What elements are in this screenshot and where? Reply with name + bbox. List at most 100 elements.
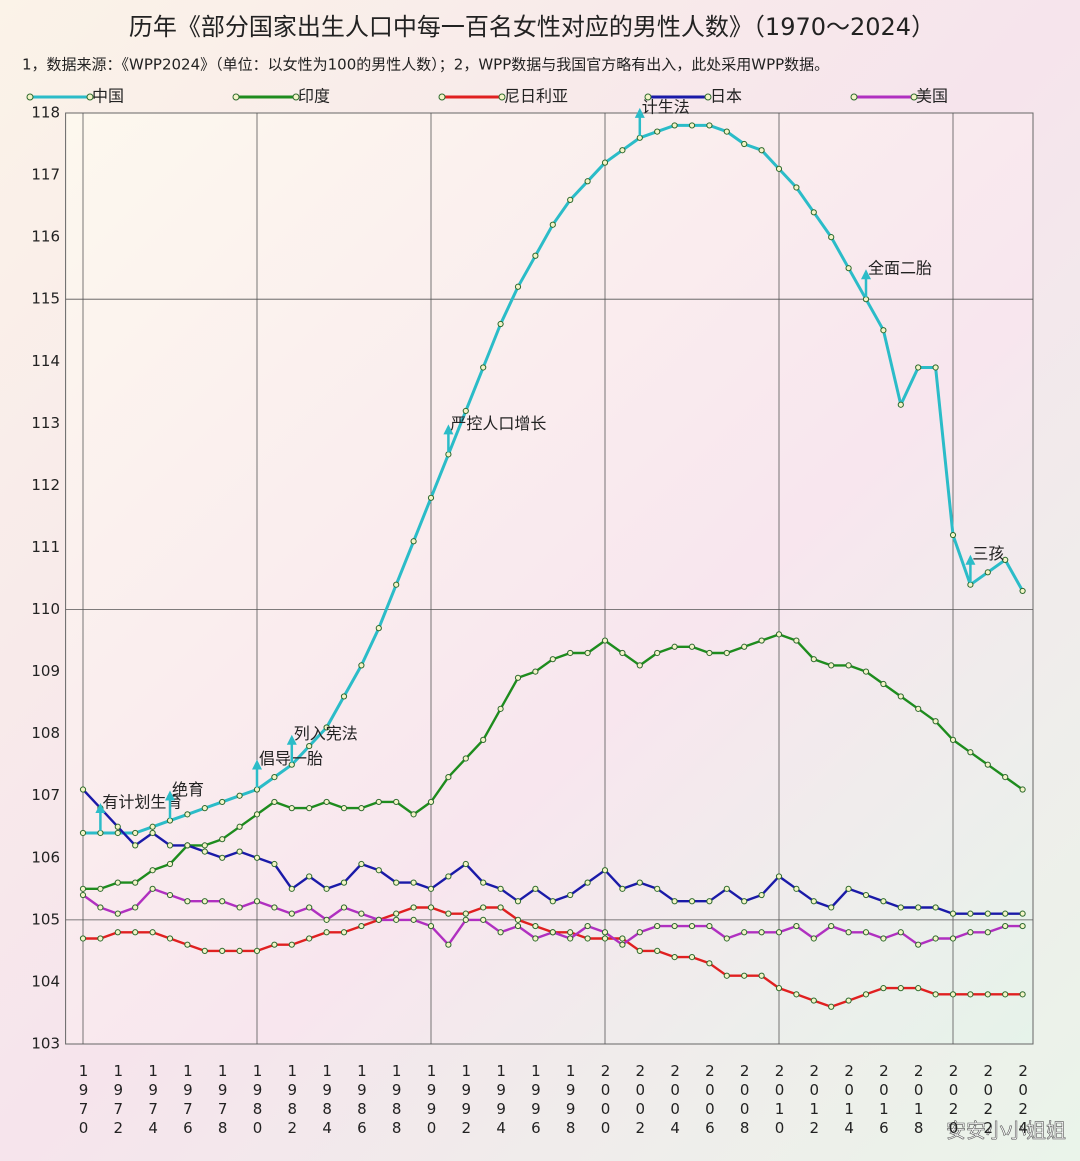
point (201, 947, 208, 955)
annotation-arrowhead (95, 802, 106, 813)
y-tick-label: 108 (31, 724, 60, 742)
point (514, 674, 522, 681)
point (793, 637, 800, 644)
point (636, 947, 643, 955)
point (340, 693, 348, 700)
point (306, 935, 313, 942)
x-tick-label: 1970 (75, 1062, 93, 1138)
x-tick-label: 1992 (457, 1062, 475, 1138)
point (149, 929, 156, 936)
point (358, 860, 365, 868)
point (201, 805, 208, 812)
point (427, 798, 435, 806)
y-tick-label: 110 (31, 600, 60, 618)
point (845, 662, 852, 669)
point (723, 128, 730, 135)
point (410, 879, 417, 886)
point (671, 898, 678, 905)
point (410, 904, 417, 911)
point (79, 829, 87, 837)
point (184, 898, 191, 905)
point (549, 898, 556, 905)
point (497, 904, 504, 911)
point (967, 929, 974, 936)
point (253, 854, 261, 861)
annotation-arrowhead (634, 107, 645, 118)
point (584, 649, 591, 657)
point (741, 140, 748, 148)
annotation: 严控人口增长 (450, 414, 546, 433)
point (253, 786, 261, 793)
point (410, 538, 417, 545)
point (219, 798, 226, 806)
point (897, 904, 904, 911)
point (166, 860, 174, 868)
point (915, 985, 922, 992)
point (671, 954, 678, 961)
point (932, 904, 939, 911)
point (1019, 587, 1026, 595)
point (427, 904, 435, 911)
y-tick-label: 114 (31, 352, 60, 370)
x-tick-label: 2024 (1014, 1062, 1032, 1138)
annotation-arrowhead (286, 734, 297, 745)
x-tick-label: 2004 (666, 1062, 684, 1138)
point (393, 910, 400, 917)
point (358, 662, 365, 669)
point (619, 935, 626, 942)
point (462, 407, 469, 415)
point (793, 922, 800, 930)
x-tick-label: 1988 (388, 1062, 406, 1138)
y-tick-label: 117 (31, 166, 60, 184)
point (862, 668, 870, 675)
x-tick-label: 1982 (283, 1062, 301, 1138)
point (949, 736, 957, 743)
point (688, 643, 696, 650)
point (967, 910, 974, 917)
point (584, 178, 591, 185)
point (323, 885, 330, 892)
point (201, 848, 208, 855)
point (949, 910, 957, 917)
x-tick-label: 2008 (736, 1062, 754, 1138)
x-tick-label: 1972 (109, 1062, 127, 1138)
point (636, 662, 643, 669)
x-tick-label: 2012 (805, 1062, 823, 1138)
annotation: 有计划生育 (102, 792, 182, 811)
y-tick-label: 107 (31, 786, 60, 804)
point (619, 649, 626, 657)
x-tick-label: 2016 (875, 1062, 893, 1138)
point (549, 929, 556, 936)
point (880, 985, 887, 992)
point (967, 581, 974, 588)
point (114, 823, 121, 830)
point (306, 904, 313, 911)
watermark: 安安小小姐姐 (946, 1119, 1066, 1143)
point (984, 910, 991, 917)
x-tick-label: 2022 (979, 1062, 997, 1138)
point (828, 922, 835, 930)
point (601, 159, 609, 166)
point (97, 829, 104, 837)
point (810, 997, 817, 1004)
point (79, 885, 87, 892)
point (758, 972, 765, 979)
point (132, 879, 139, 886)
point (306, 742, 313, 750)
point (358, 922, 365, 930)
point (149, 823, 156, 830)
legend-label: 美国 (916, 87, 948, 106)
point (445, 873, 452, 880)
x-tick-label: 2010 (771, 1062, 789, 1138)
point (358, 805, 365, 812)
point (706, 649, 713, 657)
point (654, 885, 661, 892)
point (166, 891, 174, 899)
point (184, 811, 191, 818)
point (880, 935, 887, 942)
point (375, 625, 382, 632)
y-tick-label: 106 (31, 848, 60, 866)
y-tick-label: 112 (31, 476, 60, 494)
legend-marker (232, 93, 240, 101)
point (288, 941, 295, 948)
